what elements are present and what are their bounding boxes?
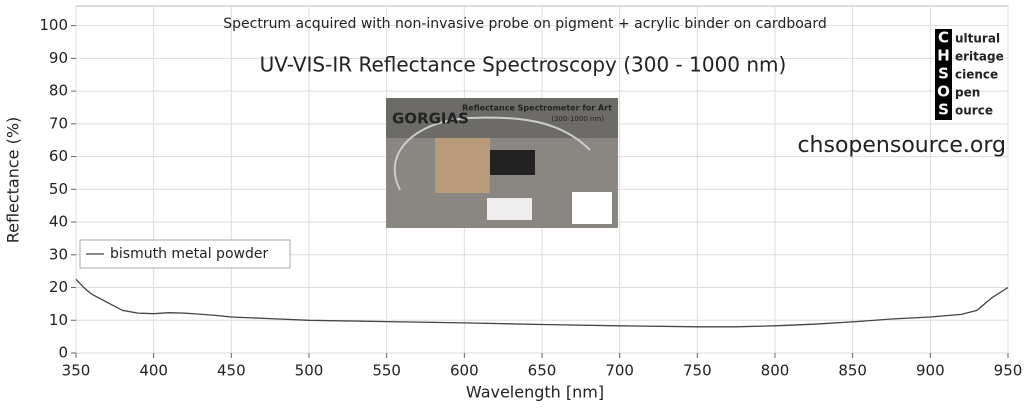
device bbox=[435, 138, 490, 193]
series-line bbox=[75, 278, 1009, 328]
inset-title: GORGIAS bbox=[392, 110, 469, 128]
logo-bar bbox=[935, 29, 952, 120]
logo-word: ource bbox=[955, 104, 993, 118]
y-tick-label: 10 bbox=[49, 311, 68, 329]
logo-letter: S bbox=[938, 101, 949, 119]
mini-logo bbox=[572, 192, 612, 224]
spectrometer bbox=[490, 150, 535, 175]
legend: bismuth metal powder bbox=[79, 239, 291, 269]
x-tick-label: 650 bbox=[528, 362, 557, 380]
legend-label: bismuth metal powder bbox=[110, 246, 268, 262]
logo-letter: C bbox=[938, 29, 949, 47]
y-tick-label: 20 bbox=[49, 278, 68, 296]
inset-caption: Reflectance Spectrometer for Art bbox=[462, 104, 612, 113]
logo-letter: O bbox=[937, 83, 950, 101]
y-tick-label: 0 bbox=[58, 344, 68, 362]
chart-title: UV-VIS-IR Reflectance Spectroscopy (300 … bbox=[260, 53, 787, 77]
website: chsopensource.org bbox=[797, 133, 1006, 158]
chart-subtitle: Spectrum acquired with non-invasive prob… bbox=[223, 16, 827, 32]
x-tick-label: 400 bbox=[139, 362, 168, 380]
x-tick-label: 950 bbox=[994, 362, 1023, 380]
y-axis-label: Reflectance (%) bbox=[4, 117, 23, 244]
logo-letter: H bbox=[937, 47, 950, 65]
y-tick-label: 40 bbox=[49, 213, 68, 231]
x-tick-label: 600 bbox=[450, 362, 479, 380]
x-tick-label: 350 bbox=[62, 362, 91, 380]
y-tick-label: 60 bbox=[49, 147, 68, 165]
x-tick-label: 850 bbox=[838, 362, 867, 380]
logo-word: ultural bbox=[955, 32, 1000, 46]
logo-word: cience bbox=[955, 68, 998, 82]
y-tick-label: 80 bbox=[49, 82, 68, 100]
inset-photo: GORGIAS Reflectance Spectrometer for Art… bbox=[386, 98, 618, 228]
x-tick-label: 700 bbox=[605, 362, 634, 380]
legend-box bbox=[79, 239, 291, 269]
x-tick-label: 750 bbox=[683, 362, 712, 380]
fiber bbox=[393, 116, 591, 191]
x-tick-label: 800 bbox=[761, 362, 790, 380]
y-tick-label: 30 bbox=[49, 245, 68, 263]
logo-letter: S bbox=[938, 65, 949, 83]
inset-range: (300-1000 nm) bbox=[551, 115, 604, 123]
logo-word: pen bbox=[955, 86, 980, 100]
y-tick-label: 50 bbox=[49, 180, 68, 198]
x-tick-label: 500 bbox=[295, 362, 324, 380]
x-tick-label: 900 bbox=[916, 362, 945, 380]
x-tick-label: 450 bbox=[217, 362, 246, 380]
y-tick-label: 100 bbox=[39, 16, 68, 34]
y-tick-label: 90 bbox=[49, 49, 68, 67]
x-tick-label: 550 bbox=[372, 362, 401, 380]
card bbox=[487, 198, 532, 220]
x-axis-label: Wavelength [nm] bbox=[466, 383, 604, 402]
logo-word: eritage bbox=[955, 50, 1004, 64]
y-tick-label: 70 bbox=[49, 114, 68, 132]
